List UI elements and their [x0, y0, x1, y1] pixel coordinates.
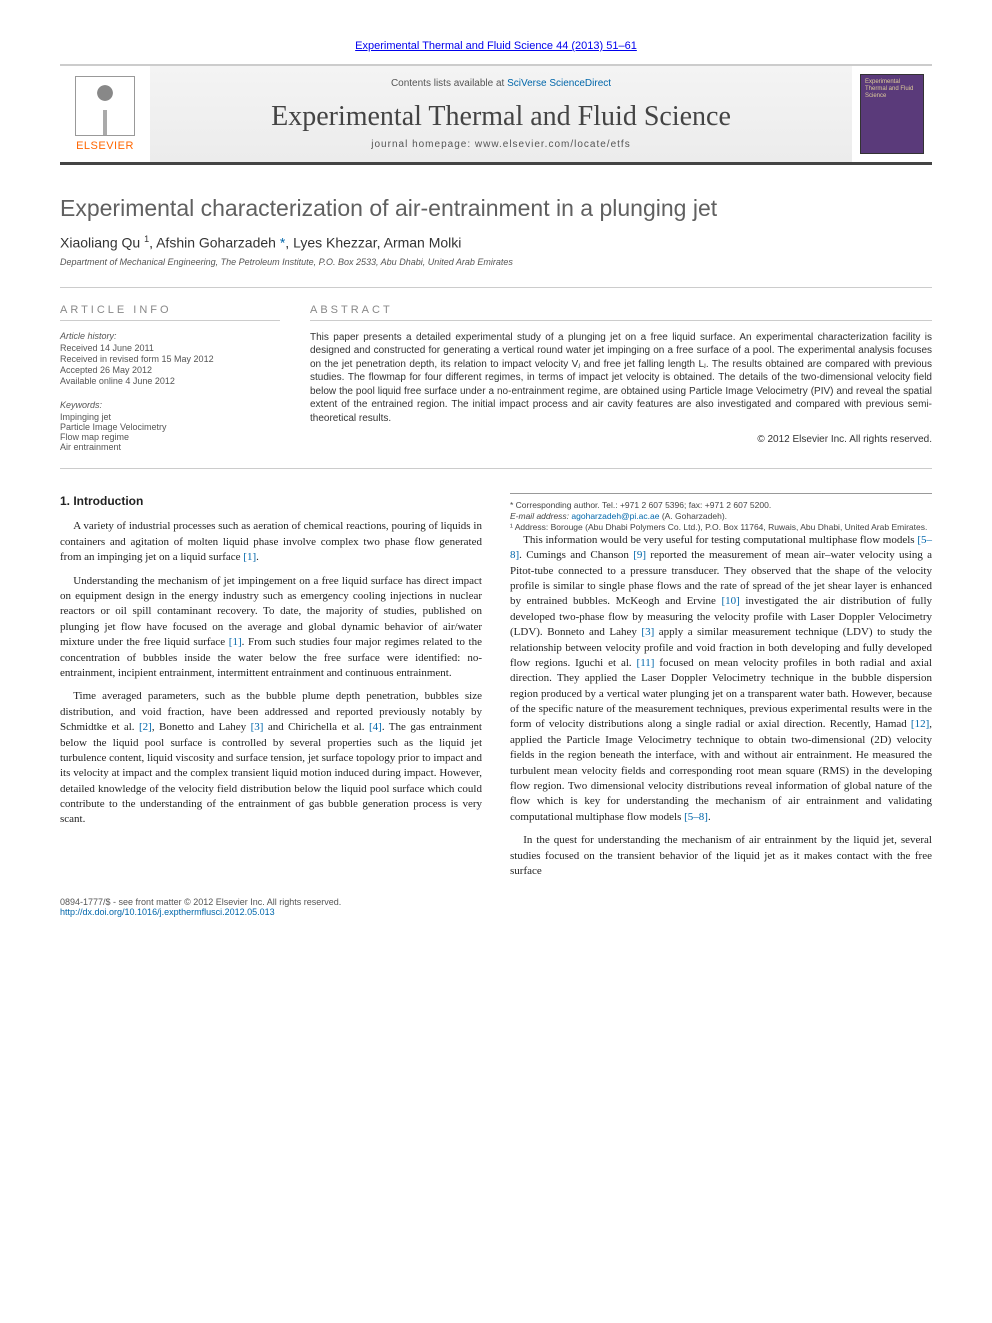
email-suffix: (A. Goharzadeh). — [662, 511, 727, 521]
journal-title: Experimental Thermal and Fluid Science — [271, 101, 731, 133]
contents-lists-line: Contents lists available at SciVerse Sci… — [391, 78, 611, 89]
citation-link[interactable]: [12] — [911, 718, 929, 730]
info-abstract-block: article info Article history: Received 1… — [60, 287, 932, 469]
journal-ref-link[interactable]: Experimental Thermal and Fluid Science 4… — [355, 40, 637, 52]
footnotes: * Corresponding author. Tel.: +971 2 607… — [510, 493, 932, 533]
body-paragraph: In the quest for understanding the mecha… — [510, 833, 932, 879]
abstract-copyright: © 2012 Elsevier Inc. All rights reserved… — [310, 433, 932, 447]
affiliation: Department of Mechanical Engineering, Th… — [60, 257, 932, 267]
history-received: Received 14 June 2011 — [60, 343, 280, 353]
citation-link[interactable]: [10] — [721, 595, 739, 607]
email-link[interactable]: agoharzadeh@pi.ac.ae — [571, 511, 659, 521]
abstract-text: This paper presents a detailed experimen… — [310, 331, 932, 426]
citation-link[interactable]: [5–8] — [684, 811, 708, 823]
section-heading-intro: 1. Introduction — [60, 493, 482, 510]
citation-link[interactable]: [1] — [243, 551, 256, 563]
page-footer: 0894-1777/$ - see front matter © 2012 El… — [60, 897, 932, 917]
author-list: Xiaoliang Qu 1, Afshin Goharzadeh *, Lye… — [60, 234, 932, 251]
masthead: ELSEVIER Contents lists available at Sci… — [60, 64, 932, 165]
publisher-logo: ELSEVIER — [60, 66, 150, 162]
history-online: Available online 4 June 2012 — [60, 376, 280, 386]
article-info-column: article info Article history: Received 1… — [60, 304, 280, 452]
keyword: Particle Image Velocimetry — [60, 422, 280, 432]
journal-homepage: journal homepage: www.elsevier.com/locat… — [371, 139, 630, 150]
abstract-heading: abstract — [310, 304, 932, 321]
keywords-label: Keywords: — [60, 400, 280, 410]
article-info-heading: article info — [60, 304, 280, 321]
citation-link[interactable]: [11] — [637, 657, 655, 669]
journal-cover: Experimental Thermal and Fluid Science — [852, 66, 932, 162]
cover-thumbnail: Experimental Thermal and Fluid Science — [860, 74, 924, 154]
keyword: Impinging jet — [60, 412, 280, 422]
sciencedirect-link[interactable]: SciVerse ScienceDirect — [507, 78, 611, 89]
body-paragraph: Understanding the mechanism of jet impin… — [60, 574, 482, 682]
keyword: Flow map regime — [60, 432, 280, 442]
email-line: E-mail address: agoharzadeh@pi.ac.ae (A.… — [510, 511, 932, 522]
citation-link[interactable]: [3] — [641, 626, 654, 638]
history-label: Article history: — [60, 331, 280, 341]
body-paragraph: A variety of industrial processes such a… — [60, 519, 482, 565]
citation-link[interactable]: [5–8] — [510, 534, 932, 561]
citation-link[interactable]: [9] — [633, 549, 646, 561]
body-paragraph: Time averaged parameters, such as the bu… — [60, 689, 482, 828]
keyword: Air entrainment — [60, 442, 280, 452]
citation-link[interactable]: [1] — [229, 636, 242, 648]
front-matter-line: 0894-1777/$ - see front matter © 2012 El… — [60, 897, 932, 907]
corresponding-author-note: * Corresponding author. Tel.: +971 2 607… — [510, 500, 932, 511]
body-paragraph: This information would be very useful fo… — [510, 533, 932, 825]
article-body: 1. Introduction A variety of industrial … — [60, 493, 932, 880]
doi-link[interactable]: http://dx.doi.org/10.1016/j.expthermflus… — [60, 907, 275, 917]
contents-prefix: Contents lists available at — [391, 78, 507, 89]
elsevier-tree-icon — [75, 76, 135, 136]
journal-reference: Experimental Thermal and Fluid Science 4… — [60, 40, 932, 52]
email-label: E-mail address: — [510, 511, 571, 521]
history-accepted: Accepted 26 May 2012 — [60, 365, 280, 375]
masthead-center: Contents lists available at SciVerse Sci… — [150, 66, 852, 162]
abstract-column: abstract This paper presents a detailed … — [310, 304, 932, 452]
citation-link[interactable]: [2] — [139, 721, 152, 733]
citation-link[interactable]: [4] — [369, 721, 382, 733]
history-revised: Received in revised form 15 May 2012 — [60, 354, 280, 364]
article-title: Experimental characterization of air-ent… — [60, 195, 932, 222]
author-address-note: ¹ Address: Borouge (Abu Dhabi Polymers C… — [510, 522, 932, 533]
publisher-name: ELSEVIER — [76, 140, 134, 152]
citation-link[interactable]: [3] — [251, 721, 264, 733]
